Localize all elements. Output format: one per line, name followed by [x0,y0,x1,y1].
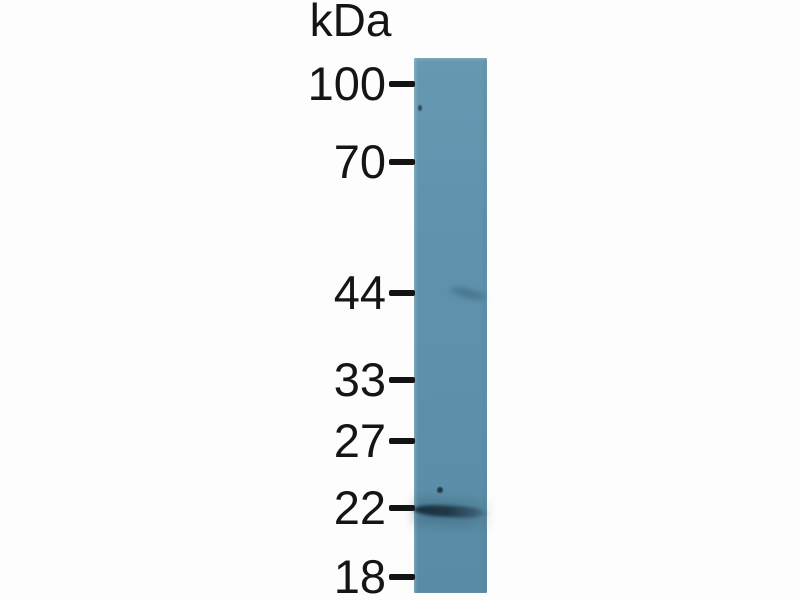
marker-tick-22 [389,505,415,511]
marker-label-18: 18 [333,550,386,600]
marker-label-100: 100 [307,57,386,110]
marker-tick-100 [389,81,415,87]
marker-tick-27 [389,438,415,444]
marker-label-22: 22 [333,481,386,534]
artifact-speck-near-22 [437,487,443,493]
kda-unit-label: kDa [309,0,392,46]
marker-label-33: 33 [333,353,386,406]
marker-tick-33 [389,377,415,383]
marker-label-70: 70 [333,135,386,188]
marker-label-27: 27 [333,414,386,467]
marker-tick-70 [389,159,415,165]
marker-tick-18 [389,574,415,580]
marker-label-44: 44 [333,266,386,319]
marker-tick-44 [389,290,415,296]
artifact-speck-near-100 [418,105,422,111]
blot-lane [414,58,487,593]
